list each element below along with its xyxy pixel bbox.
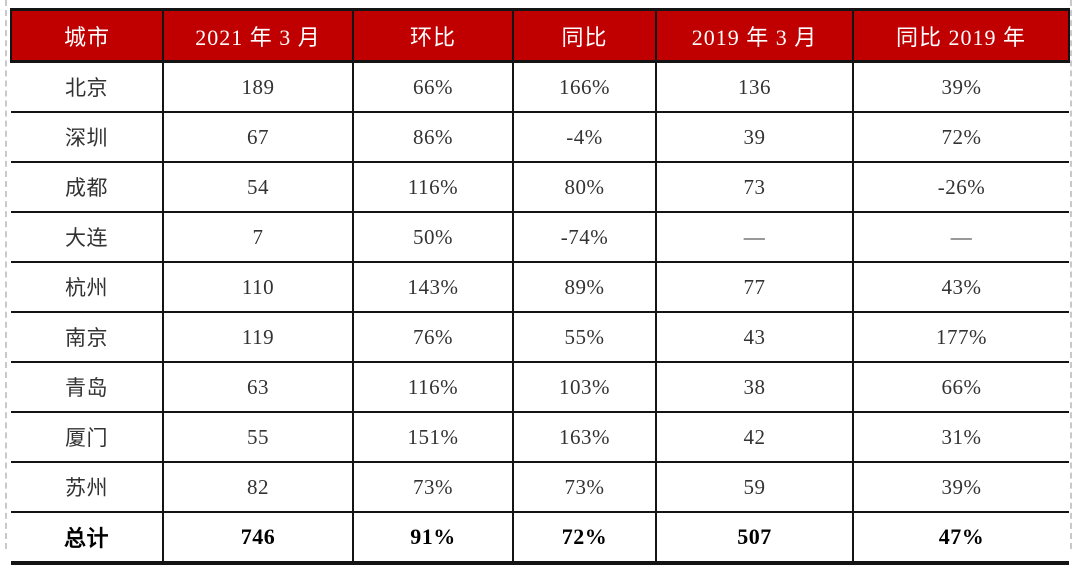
- table-row-beijing: 北京 189 66% 166% 136 39%: [11, 60, 1069, 113]
- city-label: 苏州: [11, 461, 164, 513]
- table-cell: 38: [655, 361, 854, 413]
- city-label: 大连: [11, 211, 164, 263]
- table-cell: 143%: [352, 261, 514, 313]
- table-cell: 746: [162, 511, 354, 565]
- table-cell: 166%: [512, 60, 657, 113]
- table-cell: 43%: [852, 261, 1069, 313]
- table-cell: 47%: [852, 511, 1069, 565]
- column-header-mom: 环比: [352, 8, 514, 63]
- table-cell: 91%: [352, 511, 514, 565]
- table-cell: 55%: [512, 311, 657, 363]
- table-cell: 7: [162, 211, 354, 263]
- table-cell: 82: [162, 461, 354, 513]
- table-cell: 86%: [352, 111, 514, 163]
- table-cell: 39%: [852, 60, 1069, 113]
- table-cell: 73%: [512, 461, 657, 513]
- table-cell: 163%: [512, 411, 657, 463]
- city-label: 南京: [11, 311, 164, 363]
- total-label: 总计: [11, 511, 164, 565]
- table-row-total: 总计 746 91% 72% 507 47%: [11, 511, 1069, 565]
- table-cell: 77: [655, 261, 854, 313]
- table-cell: 31%: [852, 411, 1069, 463]
- header-row: 城市 2021 年 3 月 环比 同比 2019 年 3 月 同比 2019 年: [10, 8, 1070, 63]
- city-label: 杭州: [11, 261, 164, 313]
- city-label: 厦门: [11, 411, 164, 463]
- table-cell: 80%: [512, 161, 657, 213]
- column-header-vs-2019: 同比 2019 年: [852, 8, 1070, 63]
- city-label: 成都: [11, 161, 164, 213]
- table-cell: 54: [162, 161, 354, 213]
- column-header-2019-mar: 2019 年 3 月: [655, 8, 854, 63]
- table-cell: 50%: [352, 211, 514, 263]
- table-cell: 103%: [512, 361, 657, 413]
- table-row-shenzhen: 深圳 67 86% -4% 39 72%: [11, 111, 1069, 163]
- city-label: 北京: [11, 60, 164, 113]
- column-header-city: 城市: [10, 8, 164, 63]
- table-header: 城市 2021 年 3 月 环比 同比 2019 年 3 月 同比 2019 年: [10, 8, 1070, 63]
- table-cell: 189: [162, 60, 354, 113]
- table-cell: 151%: [352, 411, 514, 463]
- table-cell: 177%: [852, 311, 1069, 363]
- table-row-hangzhou: 杭州 110 143% 89% 77 43%: [11, 261, 1069, 313]
- city-label: 深圳: [11, 111, 164, 163]
- table-cell: 507: [655, 511, 854, 565]
- table-body: 北京 189 66% 166% 136 39% 深圳 67 86% -4% 39…: [11, 60, 1069, 565]
- table-cell: 116%: [352, 161, 514, 213]
- table-cell: 66%: [352, 60, 514, 113]
- table-row-qingdao: 青岛 63 116% 103% 38 66%: [11, 361, 1069, 413]
- column-header-2021-mar: 2021 年 3 月: [162, 8, 354, 63]
- table-cell: 89%: [512, 261, 657, 313]
- table-cell: 63: [162, 361, 354, 413]
- table-cell: 55: [162, 411, 354, 463]
- table-cell: 72%: [852, 111, 1069, 163]
- column-header-yoy: 同比: [512, 8, 657, 63]
- table-cell: -74%: [512, 211, 657, 263]
- table-cell: 110: [162, 261, 354, 313]
- table-cell: -4%: [512, 111, 657, 163]
- table-cell: 116%: [352, 361, 514, 413]
- table-cell: 73: [655, 161, 854, 213]
- table-cell: 59: [655, 461, 854, 513]
- city-label: 青岛: [11, 361, 164, 413]
- table-cell: 43: [655, 311, 854, 363]
- city-stats-table: 城市 2021 年 3 月 环比 同比 2019 年 3 月 同比 2019 年…: [10, 8, 1070, 565]
- table-row-dalian: 大连 7 50% -74% — —: [11, 211, 1069, 263]
- table-cell: 67: [162, 111, 354, 163]
- table-row-suzhou: 苏州 82 73% 73% 59 39%: [11, 461, 1069, 513]
- table-cell: 66%: [852, 361, 1069, 413]
- table-cell: —: [852, 211, 1069, 263]
- table-cell: 119: [162, 311, 354, 363]
- selection-marquee-left: [5, 0, 7, 549]
- table-cell: 72%: [512, 511, 657, 565]
- table-cell: 136: [655, 60, 854, 113]
- table-cell: 73%: [352, 461, 514, 513]
- table-row-chengdu: 成都 54 116% 80% 73 -26%: [11, 161, 1069, 213]
- table-cell: 76%: [352, 311, 514, 363]
- selection-marquee-right: [1070, 0, 1072, 549]
- table-cell: —: [655, 211, 854, 263]
- table-cell: 39: [655, 111, 854, 163]
- table-cell: 39%: [852, 461, 1069, 513]
- table-cell: 42: [655, 411, 854, 463]
- table-row-nanjing: 南京 119 76% 55% 43 177%: [11, 311, 1069, 363]
- table-row-xiamen: 厦门 55 151% 163% 42 31%: [11, 411, 1069, 463]
- table-cell: -26%: [852, 161, 1069, 213]
